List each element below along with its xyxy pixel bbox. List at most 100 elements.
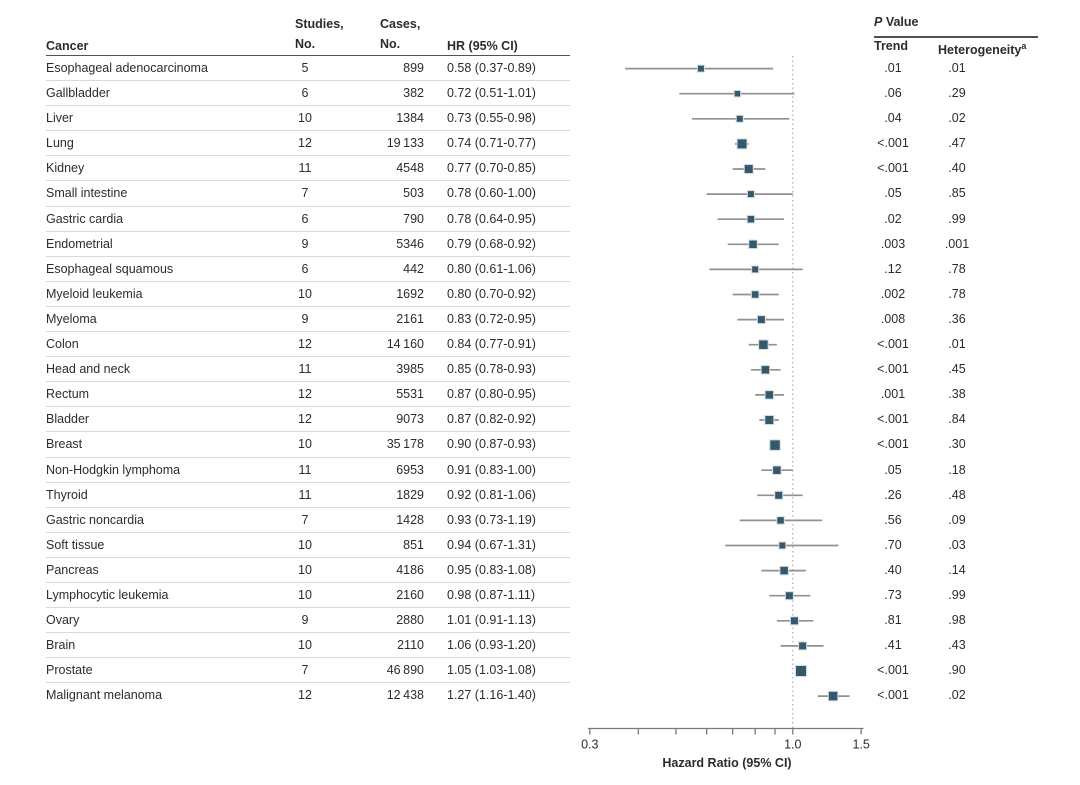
hr-marker-square	[696, 64, 705, 73]
cancer-name-cell: Breast	[46, 437, 83, 452]
studies-count-cell: 10	[298, 562, 312, 577]
table-row: Esophageal squamous 6 442 0.80 (0.61-1.0…	[46, 257, 570, 282]
hr-marker-square	[748, 239, 758, 250]
studies-count-cell: 10	[298, 638, 312, 653]
cancer-name-cell: Bladder	[46, 412, 90, 427]
p-value-row: <.001 .90	[874, 658, 1038, 683]
hr-marker-square	[758, 339, 769, 350]
studies-count-cell: 10	[298, 111, 312, 126]
table-row: Gastric noncardia 7 1428 0.93 (0.73-1.19…	[46, 508, 570, 533]
table-row: Lymphocytic leukemia 10 2160 0.98 (0.87-…	[46, 583, 570, 609]
hr-marker-square	[779, 565, 789, 576]
table-row: Myeloma 9 2161 0.83 (0.72-0.95)	[46, 307, 570, 333]
p-value-italic-p: P	[874, 15, 883, 29]
cases-count-cell: 790	[403, 211, 424, 226]
hr-ci-cell: 1.27 (1.16-1.40)	[447, 688, 536, 703]
p-heterogeneity-cell: .001	[944, 236, 970, 251]
p-value-row: .81 .98	[874, 608, 1038, 633]
table-row: Breast 10 35 178 0.90 (0.87-0.93)	[46, 432, 570, 458]
table-row: Endometrial 9 5346 0.79 (0.68-0.92)	[46, 232, 570, 257]
studies-count-cell: 10	[298, 587, 312, 602]
p-heterogeneity-cell: .43	[948, 638, 966, 653]
table-rows: Esophageal adenocarcinoma 5 899 0.58 (0.…	[46, 56, 570, 708]
studies-count-cell: 9	[301, 311, 309, 326]
cases-count-cell: 1428	[396, 512, 424, 527]
table-row: Kidney 11 4548 0.77 (0.70-0.85)	[46, 156, 570, 182]
cases-count-cell: 35 178	[386, 437, 424, 452]
p-trend-cell: <.001	[877, 437, 909, 452]
x-axis-tick-label: 0.3	[581, 738, 598, 752]
p-value-rest: Value	[882, 15, 919, 29]
hr-marker-square	[743, 164, 754, 174]
hr-marker-square	[827, 690, 839, 702]
studies-count-cell: 7	[301, 186, 309, 201]
p-trend-cell: .70	[884, 537, 902, 552]
hr-ci-cell: 0.95 (0.83-1.08)	[447, 562, 536, 577]
p-trend-cell: .002	[880, 286, 906, 301]
cancer-name-cell: Kidney	[46, 161, 85, 176]
hr-ci-cell: 0.91 (0.83-1.00)	[447, 462, 536, 477]
p-heterogeneity-cell: .02	[948, 688, 966, 703]
studies-count-cell: 12	[298, 136, 312, 151]
p-heterogeneity-cell: .18	[948, 462, 966, 477]
p-value-row: .73 .99	[874, 583, 1038, 608]
hr-marker-square	[795, 665, 808, 677]
cases-count-cell: 851	[403, 537, 424, 552]
table-header-rule	[46, 54, 570, 56]
table-row: Lung 12 19 133 0.74 (0.71-0.77)	[46, 131, 570, 157]
hr-ci-cell: 0.79 (0.68-0.92)	[447, 236, 536, 251]
table-row: Gastric cardia 6 790 0.78 (0.64-0.95)	[46, 207, 570, 232]
p-trend-cell: .81	[884, 613, 902, 628]
cancer-name-cell: Lymphocytic leukemia	[46, 587, 169, 602]
cases-count-cell: 2160	[396, 587, 424, 602]
studies-count-cell: 12	[298, 387, 312, 402]
hr-ci-cell: 0.78 (0.60-1.00)	[447, 186, 536, 201]
studies-count-cell: 11	[298, 487, 312, 502]
p-heterogeneity-cell: .78	[948, 261, 966, 276]
p-heterogeneity-cell: .30	[948, 437, 966, 452]
table-row: Small intestine 7 503 0.78 (0.60-1.00)	[46, 181, 570, 207]
p-value-row: .70 .03	[874, 533, 1038, 558]
studies-count-cell: 9	[301, 236, 309, 251]
cases-count-cell: 14 160	[386, 337, 424, 352]
table-row: Pancreas 10 4186 0.95 (0.83-1.08)	[46, 558, 570, 583]
studies-count-cell: 11	[298, 161, 312, 176]
studies-count-cell: 12	[298, 412, 312, 427]
table-row: Non-Hodgkin lymphoma 11 6953 0.91 (0.83-…	[46, 458, 570, 483]
hr-ci-cell: 0.83 (0.72-0.95)	[447, 311, 536, 326]
studies-count-cell: 10	[298, 286, 312, 301]
hr-marker-square	[736, 138, 748, 150]
p-trend-cell: <.001	[877, 136, 909, 151]
hr-marker-square	[774, 490, 784, 500]
hr-ci-cell: 0.74 (0.71-0.77)	[447, 136, 536, 151]
hr-marker-square	[746, 214, 756, 224]
p-heterogeneity-cell: .29	[948, 86, 966, 101]
table-row: Liver 10 1384 0.73 (0.55-0.98)	[46, 106, 570, 132]
studies-header-line2: No.	[295, 37, 316, 51]
cases-count-cell: 12 438	[386, 688, 424, 703]
cases-count-cell: 9073	[396, 412, 424, 427]
p-value-header-rule	[874, 36, 1038, 38]
p-value-row: <.001 .84	[874, 407, 1038, 432]
hr-ci-cell: 0.94 (0.67-1.31)	[447, 537, 536, 552]
p-heterogeneity-cell: .99	[948, 587, 966, 602]
table-row: Bladder 12 9073 0.87 (0.82-0.92)	[46, 407, 570, 433]
studies-count-cell: 7	[301, 663, 309, 678]
p-heterogeneity-cell: .48	[948, 487, 966, 502]
p-value-row: <.001 .02	[874, 683, 1038, 708]
p-trend-cell: .04	[884, 111, 902, 126]
p-trend-cell: .56	[884, 512, 902, 527]
p-trend-cell: <.001	[877, 362, 909, 377]
hr-marker-square	[776, 516, 785, 525]
hr-ci-cell: 0.80 (0.70-0.92)	[447, 286, 536, 301]
studies-column-header: Studies, No.	[295, 14, 344, 54]
p-trend-cell: .41	[884, 638, 902, 653]
cases-count-cell: 5346	[396, 236, 424, 251]
table-row: Gallbladder 6 382 0.72 (0.51-1.01)	[46, 81, 570, 107]
cases-column-header: Cases, No.	[380, 14, 420, 54]
p-trend-cell: <.001	[877, 663, 909, 678]
hr-marker-square	[746, 190, 755, 199]
cancer-name-cell: Liver	[46, 111, 74, 126]
p-heterogeneity-cell: .02	[948, 111, 966, 126]
cancer-name-cell: Esophageal squamous	[46, 261, 174, 276]
